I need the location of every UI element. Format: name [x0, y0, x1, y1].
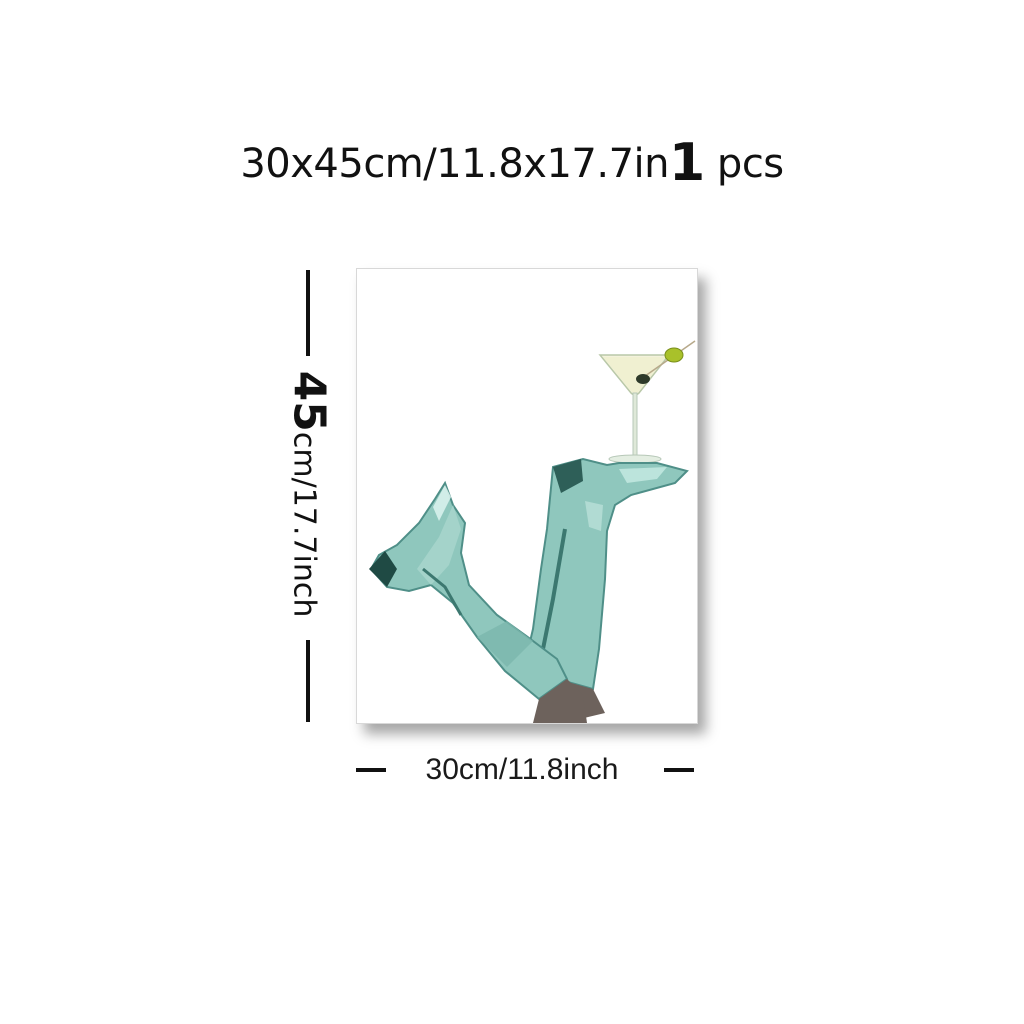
quantity-unit: pcs: [716, 141, 784, 187]
left-boot-icon: [369, 480, 587, 723]
martini-glass-icon: [598, 340, 696, 464]
size-headline: 30x45cm/11.8x17.7in1 pcs: [0, 137, 1024, 189]
canvas-print: [356, 268, 698, 724]
height-dimension-line-top: [306, 270, 310, 356]
width-dimension-label: 30cm/11.8inch: [425, 753, 619, 786]
width-dimension-line-right: [664, 768, 694, 772]
height-dimension-line-bottom: [306, 640, 310, 722]
width-dimension-line-left: [356, 768, 386, 772]
height-unit-text: cm/17.7inch: [286, 431, 322, 618]
boots-martini-artwork: [369, 340, 696, 723]
quantity-number: 1: [669, 133, 705, 193]
height-value: 45: [283, 370, 335, 432]
size-text: 30x45cm/11.8x17.7in: [240, 141, 670, 187]
height-dimension-label: 45cm/17.7inch: [284, 371, 335, 618]
